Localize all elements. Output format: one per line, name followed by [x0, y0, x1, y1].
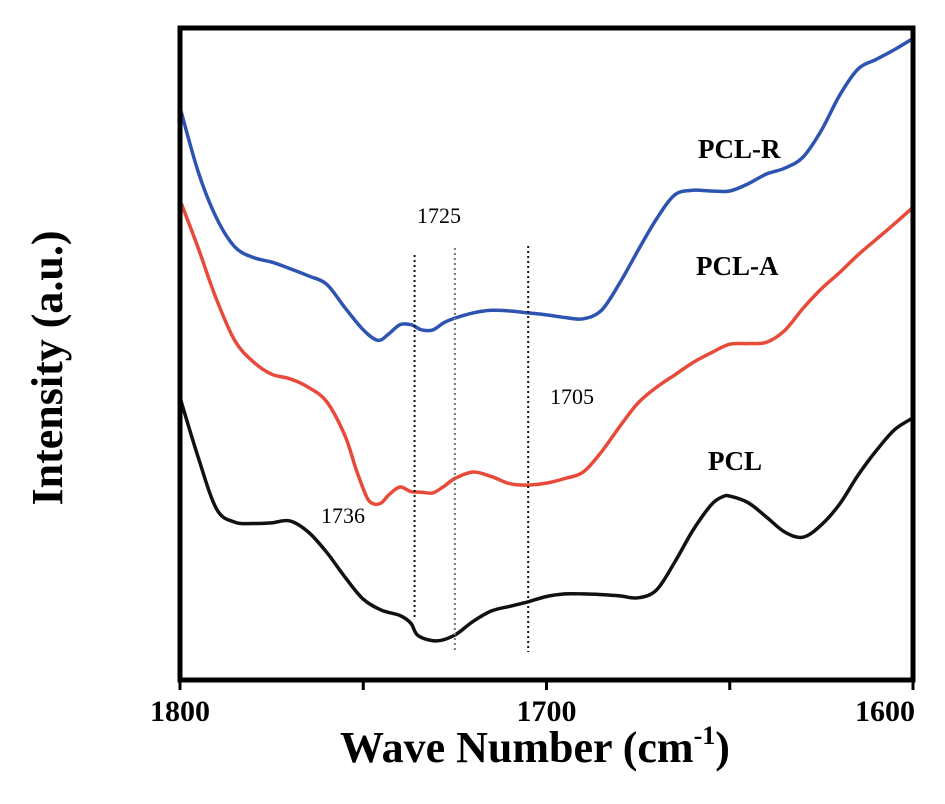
series-line-pcl-a [178, 199, 915, 507]
x-tick-label-1800: 1800 [150, 695, 210, 728]
series-layer [178, 36, 915, 643]
reference-lines [413, 246, 530, 652]
plot-frame [177, 25, 916, 683]
x-axis-title: Wave Number (cm-1) [340, 721, 730, 772]
series-label-pcl: PCL [708, 446, 762, 476]
y-axis-title: Intensity (a.u.) [23, 230, 72, 505]
annotation-1705: 1705 [550, 384, 594, 409]
series-line-pcl-r [178, 36, 914, 343]
series-label-pcl-r: PCL-R [698, 134, 781, 164]
x-ticks: 1800 1700 1600 [150, 680, 915, 728]
series-label-pcl-a: PCL-A [696, 251, 779, 281]
x-tick-label-1600: 1600 [855, 695, 915, 728]
annotation-1725: 1725 [417, 203, 461, 228]
series-line-pcl [178, 397, 914, 643]
x-tick-label-1700: 1700 [517, 695, 577, 728]
annotation-1736: 1736 [321, 503, 365, 528]
